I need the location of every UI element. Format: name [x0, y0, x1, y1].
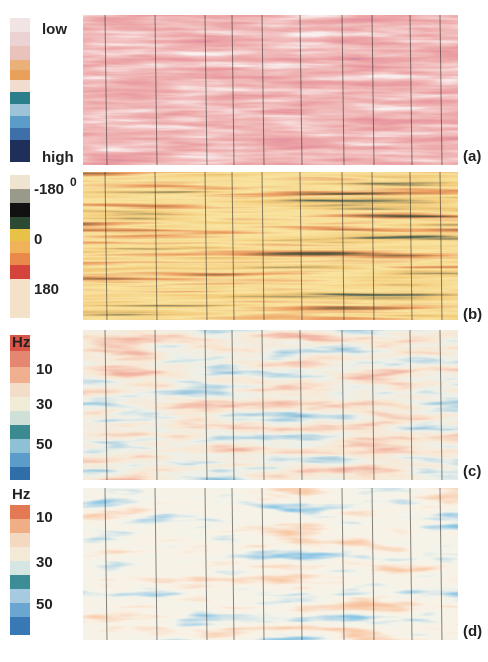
panel-label: (b): [463, 306, 482, 323]
scale-label: 30: [36, 396, 53, 413]
panel-label: (d): [463, 623, 482, 640]
trace-line: [299, 14, 303, 166]
trace-line: [439, 14, 443, 166]
trace-line: [341, 14, 345, 166]
colorbar: [10, 175, 30, 318]
trace-line: [154, 487, 158, 641]
unit-label: Hz: [12, 334, 30, 351]
trace-line: [104, 171, 108, 321]
scale-label: -180: [34, 181, 64, 198]
scale-label: 50: [36, 596, 53, 613]
trace-line: [439, 329, 443, 481]
trace-line: [204, 14, 208, 166]
trace-line: [299, 171, 303, 321]
panel-image: [83, 488, 458, 640]
scale-label: 180: [34, 281, 59, 298]
trace-line: [371, 14, 375, 166]
colorbar: [10, 505, 30, 635]
trace-line: [104, 14, 108, 166]
scale-label: 10: [36, 509, 53, 526]
colorbar: [10, 335, 30, 480]
trace-line: [341, 171, 345, 321]
trace-line: [261, 14, 265, 166]
trace-line: [299, 487, 303, 641]
unit-label: Hz: [12, 486, 30, 503]
trace-line: [104, 329, 108, 481]
trace-line: [104, 487, 108, 641]
trace-line: [371, 487, 375, 641]
panel-image: [83, 172, 458, 320]
trace-line: [409, 171, 413, 321]
trace-line: [409, 487, 413, 641]
scale-label: 0: [34, 231, 42, 248]
trace-line: [231, 329, 235, 481]
trace-line: [154, 14, 158, 166]
colorbar: [10, 18, 30, 162]
trace-line: [261, 171, 265, 321]
trace-line: [409, 329, 413, 481]
panel-label: (a): [463, 148, 481, 165]
trace-line: [371, 329, 375, 481]
panel-image: [83, 330, 458, 480]
trace-line: [204, 487, 208, 641]
panel-image: [83, 15, 458, 165]
trace-line: [154, 329, 158, 481]
scale-label: high: [42, 149, 74, 166]
trace-line: [299, 329, 303, 481]
trace-line: [261, 329, 265, 481]
panel-label: (c): [463, 463, 481, 480]
trace-line: [204, 329, 208, 481]
scale-label: low: [42, 21, 67, 38]
unit-label: 0: [70, 175, 77, 189]
scale-label: 50: [36, 436, 53, 453]
trace-line: [261, 487, 265, 641]
trace-lines: [104, 14, 443, 641]
trace-line: [231, 487, 235, 641]
trace-line: [154, 171, 158, 321]
scale-label: 30: [36, 554, 53, 571]
trace-line: [231, 14, 235, 166]
trace-line: [371, 171, 375, 321]
trace-line: [409, 14, 413, 166]
trace-line: [204, 171, 208, 321]
trace-line: [341, 329, 345, 481]
trace-line: [341, 487, 345, 641]
trace-line: [439, 487, 443, 641]
trace-line: [231, 171, 235, 321]
trace-line: [439, 171, 443, 321]
scale-label: 10: [36, 361, 53, 378]
